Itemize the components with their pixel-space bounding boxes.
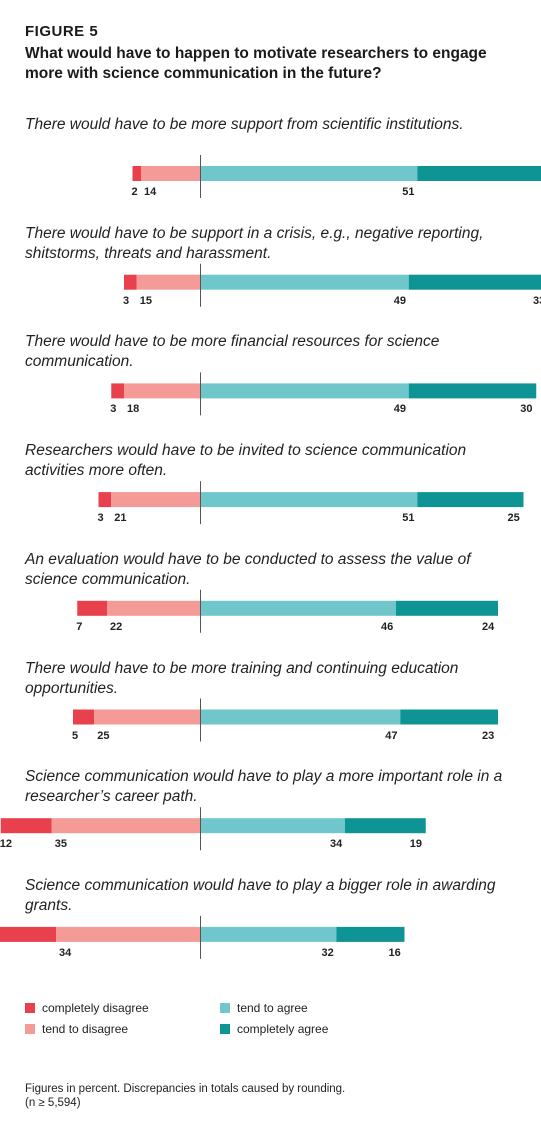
bar-segment-tend-to-agree (200, 600, 396, 616)
data-label-tend-to-agree: 51 (402, 186, 415, 198)
data-label-tend-to-agree: 49 (393, 294, 406, 307)
bar-segment-tend-to-disagree (107, 600, 201, 616)
data-label-tend-to-disagree: 35 (54, 838, 67, 851)
statement-label: There would have to be more support from… (25, 116, 464, 133)
data-label-completely-disagree: 7 (76, 620, 83, 633)
bar-segment-tend-to-agree (200, 492, 418, 508)
legend-swatch-tend-to-agree (220, 1003, 230, 1013)
legend-item-tend-to-disagree: tend to disagree (25, 1022, 128, 1036)
statement-label: An evaluation would have to be conducted… (25, 550, 471, 588)
data-label-completely-agree: 30 (520, 403, 533, 416)
legend-label-completely-agree: completely agree (237, 1022, 329, 1036)
legend-swatch-completely-disagree (25, 1003, 35, 1013)
footnote-line-2: (n ≥ 5,594) (25, 1097, 81, 1109)
bar-segment-completely-agree (417, 492, 524, 508)
data-label-completely-disagree: 3 (110, 403, 117, 416)
legend-label-tend-to-agree: tend to agree (237, 1001, 308, 1015)
statement-label: There would have to be more financial re… (25, 333, 440, 371)
bar-segment-completely-disagree (77, 600, 107, 616)
data-label-completely-agree: 19 (409, 838, 422, 851)
legend-label-completely-disagree: completely disagree (42, 1001, 149, 1015)
data-label-completely-agree: 25 (507, 512, 520, 525)
data-label-tend-to-agree: 49 (393, 403, 406, 416)
data-label-completely-agree: 33 (533, 294, 541, 307)
bar-segment-tend-to-agree (200, 274, 409, 290)
data-label-tend-to-disagree: 14 (144, 186, 157, 198)
diverging-bar-chart (0, 155, 541, 959)
data-label-tend-to-disagree: 34 (59, 946, 72, 959)
legend-item-completely-disagree: completely disagree (25, 1001, 149, 1015)
bar-segment-completely-agree (396, 600, 498, 616)
data-label-completely-disagree: 5 (72, 729, 79, 742)
data-label-tend-to-disagree: 22 (110, 620, 123, 633)
bar-segment-completely-disagree (73, 709, 95, 725)
data-label-tend-to-agree: 46 (381, 620, 394, 633)
legend-label-tend-to-disagree: tend to disagree (42, 1022, 129, 1036)
bar-segment-tend-to-disagree (136, 274, 201, 290)
data-label-tend-to-agree: 47 (385, 729, 398, 742)
bar-segment-completely-disagree (0, 818, 52, 834)
bar-segment-tend-to-disagree (141, 166, 201, 181)
legend-swatch-completely-agree (220, 1024, 230, 1034)
bar-segment-tend-to-agree (200, 709, 401, 725)
chart-title: What would have to happen to motivate re… (25, 45, 487, 82)
data-label-tend-to-agree: 34 (330, 838, 343, 851)
data-label-completely-disagree: 3 (123, 294, 130, 307)
legend-swatch-tend-to-disagree (25, 1024, 35, 1034)
data-label-tend-to-agree: 51 (402, 512, 415, 525)
footnote-line-1: Figures in percent. Discrepancies in tot… (25, 1083, 346, 1095)
data-label-tend-to-disagree: 18 (127, 403, 140, 416)
bar-segment-tend-to-disagree (111, 492, 201, 508)
bar-segment-tend-to-agree (200, 383, 409, 399)
bar-segment-completely-disagree (111, 383, 124, 399)
statement-label: There would have to be support in a cris… (25, 224, 484, 262)
data-label-completely-agree: 16 (388, 946, 401, 959)
data-label-tend-to-disagree: 15 (139, 294, 152, 307)
bar-segment-completely-agree (345, 818, 426, 834)
data-label-completely-agree: 24 (482, 620, 495, 633)
legend-item-tend-to-agree: tend to agree (220, 1001, 308, 1015)
data-label-tend-to-disagree: 25 (97, 729, 110, 742)
bar-segment-tend-to-agree (200, 926, 337, 942)
statement-label: Science communication would have to play… (25, 768, 503, 806)
data-label-completely-disagree: 2 (131, 186, 138, 198)
bar-segment-completely-disagree (98, 492, 112, 508)
bar-segment-completely-agree (400, 709, 498, 725)
bar-segment-completely-agree (408, 383, 537, 399)
footnote: Figures in percent. Discrepancies in tot… (25, 1082, 345, 1110)
data-label-tend-to-agree: 32 (321, 946, 334, 959)
data-label-completely-agree: 23 (482, 729, 495, 742)
bar-segment-completely-agree (336, 926, 405, 942)
data-label-tend-to-disagree: 21 (114, 512, 127, 525)
data-label-completely-disagree: 3 (97, 512, 104, 525)
bar-segment-completely-disagree (0, 926, 56, 942)
bar-segment-tend-to-disagree (51, 818, 201, 834)
bar-segment-completely-agree (408, 274, 541, 290)
statement-label: Science communication would have to play… (25, 876, 496, 914)
bar-segment-tend-to-agree (200, 818, 345, 834)
bar-segment-completely-agree (417, 166, 541, 181)
bar-segment-tend-to-disagree (124, 383, 201, 399)
bar-segment-tend-to-agree (200, 166, 418, 181)
statement-label: There would have to be more training and… (25, 659, 459, 697)
statement-label: Researchers would have to be invited to … (25, 442, 467, 480)
data-label-completely-disagree: 12 (0, 838, 12, 851)
legend-item-completely-agree: completely agree (220, 1022, 328, 1036)
bar-segment-completely-disagree (132, 166, 141, 181)
bar-segment-completely-disagree (124, 274, 137, 290)
bar-segment-tend-to-disagree (56, 926, 201, 942)
bar-segment-tend-to-disagree (94, 709, 201, 725)
figure-label: FIGURE 5 (25, 23, 99, 40)
